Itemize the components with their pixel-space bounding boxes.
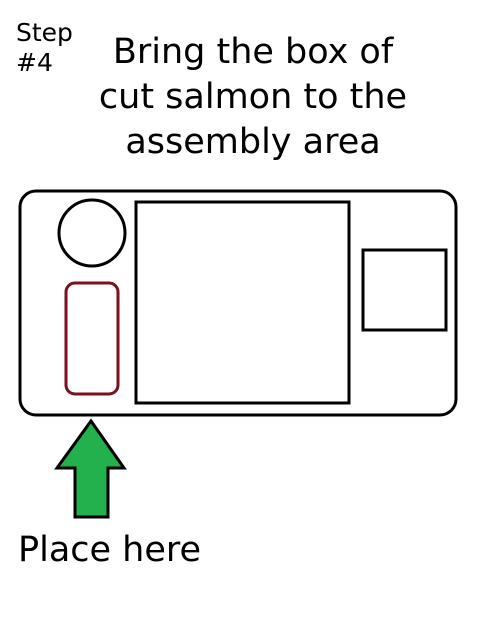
step-word: Step <box>16 18 73 47</box>
instruction-title: Bring the box of cut salmon to the assem… <box>80 30 426 165</box>
round-container <box>57 198 127 268</box>
instruction-line-1: Bring the box of <box>112 32 394 72</box>
instruction-line-3: assembly area <box>125 122 381 162</box>
salmon-box-target-slot <box>64 281 120 396</box>
small-square-container <box>361 248 448 332</box>
place-here-caption: Place here <box>18 530 202 570</box>
instruction-line-2: cut salmon to the <box>98 77 408 117</box>
assembly-table-outline <box>18 189 458 417</box>
step-label: Step #4 <box>16 18 73 78</box>
step-number: #4 <box>16 48 53 77</box>
large-square-container <box>134 200 351 405</box>
up-arrow-icon <box>54 418 127 519</box>
